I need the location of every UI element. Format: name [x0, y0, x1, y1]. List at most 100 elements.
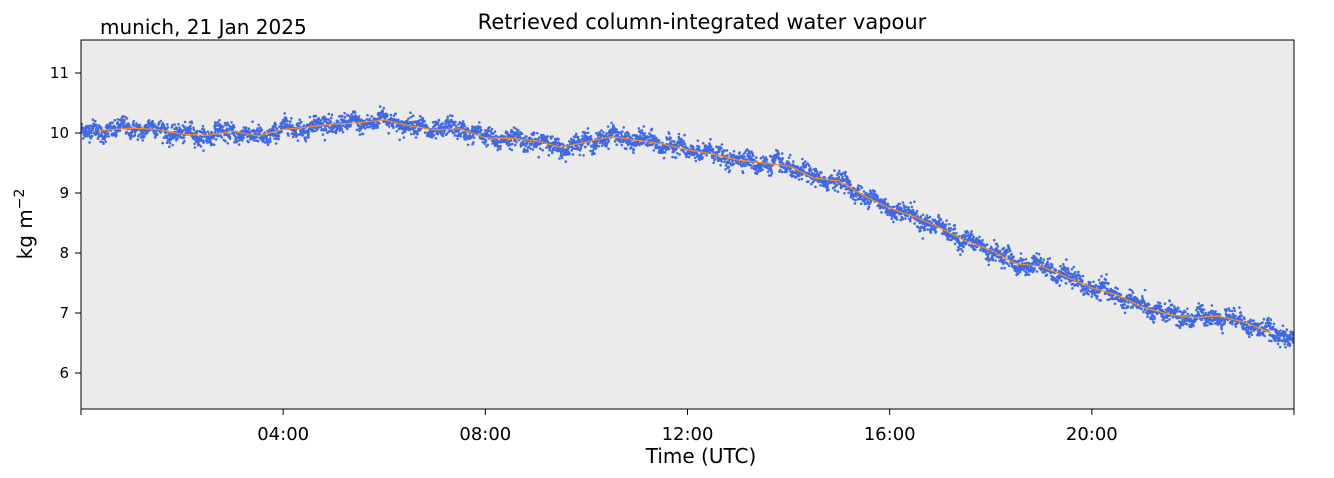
- scatter-point: [695, 147, 698, 151]
- scatter-point: [505, 140, 508, 143]
- scatter-point: [1094, 283, 1098, 287]
- scatter-point: [307, 136, 311, 139]
- scatter-point: [904, 205, 908, 209]
- scatter-point: [224, 139, 227, 143]
- scatter-point: [298, 118, 301, 121]
- scatter-point: [311, 130, 315, 133]
- scatter-point: [314, 114, 318, 118]
- scatter-point: [1186, 307, 1189, 311]
- scatter-point: [533, 131, 536, 135]
- scatter-point: [1234, 314, 1237, 318]
- scatter-point: [815, 170, 819, 173]
- scatter-point: [578, 153, 582, 157]
- scatter-point: [484, 140, 488, 143]
- scatter-point: [263, 131, 267, 134]
- scatter-point: [132, 124, 135, 127]
- scatter-point: [313, 126, 317, 129]
- scatter-point: [206, 130, 210, 133]
- scatter-point: [999, 249, 1002, 253]
- scatter-point: [709, 145, 713, 148]
- scatter-point: [183, 125, 186, 129]
- scatter-point: [190, 121, 194, 125]
- scatter-point: [1210, 304, 1214, 307]
- scatter-point: [1214, 310, 1217, 313]
- scatter-point: [490, 127, 494, 131]
- scatter-point: [450, 125, 454, 128]
- scatter-point: [337, 120, 340, 123]
- scatter-point: [648, 132, 651, 135]
- scatter-point: [176, 134, 180, 138]
- scatter-point: [287, 134, 290, 137]
- scatter-point: [1058, 284, 1062, 287]
- plot-background: [81, 40, 1294, 409]
- scatter-point: [926, 228, 929, 231]
- scatter-point: [741, 171, 745, 175]
- scatter-point: [873, 190, 876, 193]
- scatter-point: [1234, 325, 1238, 328]
- scatter-point: [252, 139, 256, 142]
- scatter-point: [215, 124, 218, 127]
- scatter-point: [760, 166, 763, 169]
- scatter-point: [566, 147, 570, 151]
- scatter-point: [418, 118, 422, 122]
- scatter-point: [907, 206, 910, 209]
- scatter-point: [296, 139, 300, 142]
- scatter-point: [1211, 322, 1214, 326]
- scatter-point: [202, 149, 205, 152]
- scatter-point: [552, 146, 556, 149]
- scatter-point: [334, 131, 338, 135]
- scatter-point: [289, 120, 292, 123]
- scatter-point: [713, 157, 717, 160]
- scatter-point: [747, 161, 750, 164]
- scatter-point: [1107, 281, 1110, 285]
- scatter-point: [866, 200, 869, 203]
- scatter-point: [732, 150, 736, 153]
- scatter-point: [633, 134, 636, 137]
- scatter-point: [291, 124, 294, 127]
- scatter-point: [321, 133, 325, 136]
- scatter-point: [1048, 257, 1051, 260]
- scatter-point: [1223, 320, 1227, 323]
- scatter-point: [858, 188, 861, 191]
- scatter-point: [621, 130, 624, 133]
- scatter-point: [244, 126, 248, 129]
- scatter-point: [1232, 306, 1236, 310]
- scatter-point: [923, 228, 927, 231]
- scatter-point: [683, 133, 686, 137]
- y-tick-label: 6: [59, 364, 69, 382]
- scatter-point: [792, 160, 795, 163]
- scatter-point: [694, 159, 698, 163]
- scatter-point: [1056, 279, 1059, 283]
- scatter-point: [620, 134, 624, 138]
- scatter-point: [492, 132, 495, 136]
- scatter-point: [929, 230, 933, 234]
- scatter-point: [812, 179, 816, 183]
- scatter-point: [116, 121, 119, 124]
- scatter-point: [182, 136, 186, 139]
- scatter-point: [308, 115, 312, 119]
- scatter-point: [202, 141, 205, 144]
- scatter-point: [1227, 307, 1231, 310]
- scatter-point: [643, 132, 647, 135]
- scatter-point: [895, 218, 899, 221]
- scatter-point: [642, 125, 646, 128]
- scatter-point: [586, 131, 590, 135]
- scatter-point: [967, 243, 971, 247]
- scatter-point: [720, 147, 723, 150]
- scatter-point: [800, 177, 804, 181]
- scatter-point: [1006, 250, 1009, 253]
- scatter-point: [1159, 305, 1163, 309]
- scatter-point: [1146, 315, 1149, 319]
- y-tick-label: 11: [50, 64, 69, 82]
- scatter-point: [640, 129, 644, 132]
- scatter-point: [327, 118, 331, 122]
- scatter-point: [1077, 270, 1080, 274]
- scatter-point: [1046, 260, 1049, 264]
- scatter-point: [90, 134, 94, 138]
- scatter-point: [273, 137, 276, 140]
- scatter-point: [510, 148, 514, 152]
- scatter-point: [368, 117, 371, 121]
- scatter-point: [1081, 274, 1085, 278]
- scatter-point: [581, 134, 584, 138]
